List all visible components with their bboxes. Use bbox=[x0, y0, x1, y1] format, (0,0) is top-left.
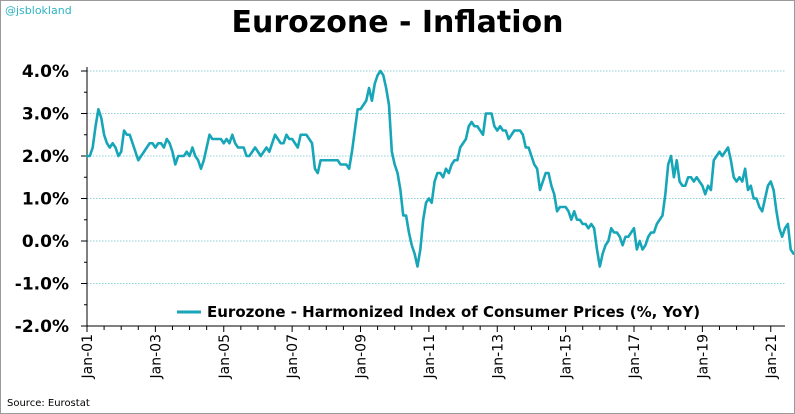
y-tick-label: 1.0% bbox=[22, 190, 69, 210]
x-tick-label: Jan-17 bbox=[627, 334, 643, 379]
x-tick-label: Jan-07 bbox=[285, 334, 301, 379]
series-layer bbox=[85, 69, 794, 268]
x-tick-label: Jan-13 bbox=[490, 334, 506, 379]
legend: Eurozone - Harmonized Index of Consumer … bbox=[171, 301, 709, 322]
chart-title: Eurozone - Inflation bbox=[231, 5, 564, 40]
legend-label: Eurozone - Harmonized Index of Consumer … bbox=[207, 303, 700, 321]
author-handle: @jsblokland bbox=[5, 4, 72, 17]
x-tick-label: Jan-15 bbox=[559, 334, 575, 379]
legend-background bbox=[171, 301, 709, 322]
y-tick-label: -2.0% bbox=[15, 317, 69, 337]
x-tick-label: Jan-09 bbox=[354, 334, 370, 379]
y-tick-label: 3.0% bbox=[22, 105, 69, 125]
x-tick-label: Jan-21 bbox=[764, 334, 780, 379]
source-note: Source: Eurostat bbox=[7, 398, 90, 409]
x-tick-label: Jan-05 bbox=[217, 334, 233, 379]
axes bbox=[81, 67, 785, 332]
y-tick-label: 0.0% bbox=[22, 232, 69, 252]
series-line-hicp bbox=[85, 69, 794, 268]
x-axis-tick-labels: Jan-01 Jan-03 Jan-05 Jan-07 Jan-09 Jan-11 Jan-… bbox=[80, 334, 780, 379]
y-axis-tick-labels: 4.0% 3.0% 2.0% 1.0% 0.0% -1.0% -2.0% bbox=[15, 62, 69, 337]
y-tick-label: -1.0% bbox=[15, 275, 69, 295]
y-tick-label: 2.0% bbox=[22, 147, 69, 167]
y-tick-label: 4.0% bbox=[22, 62, 69, 82]
x-tick-label: Jan-19 bbox=[695, 334, 711, 379]
x-tick-label: Jan-11 bbox=[422, 334, 438, 379]
grid-lines bbox=[87, 70, 785, 327]
x-tick-label: Jan-03 bbox=[148, 334, 164, 379]
x-tick-label: Jan-01 bbox=[80, 334, 96, 379]
